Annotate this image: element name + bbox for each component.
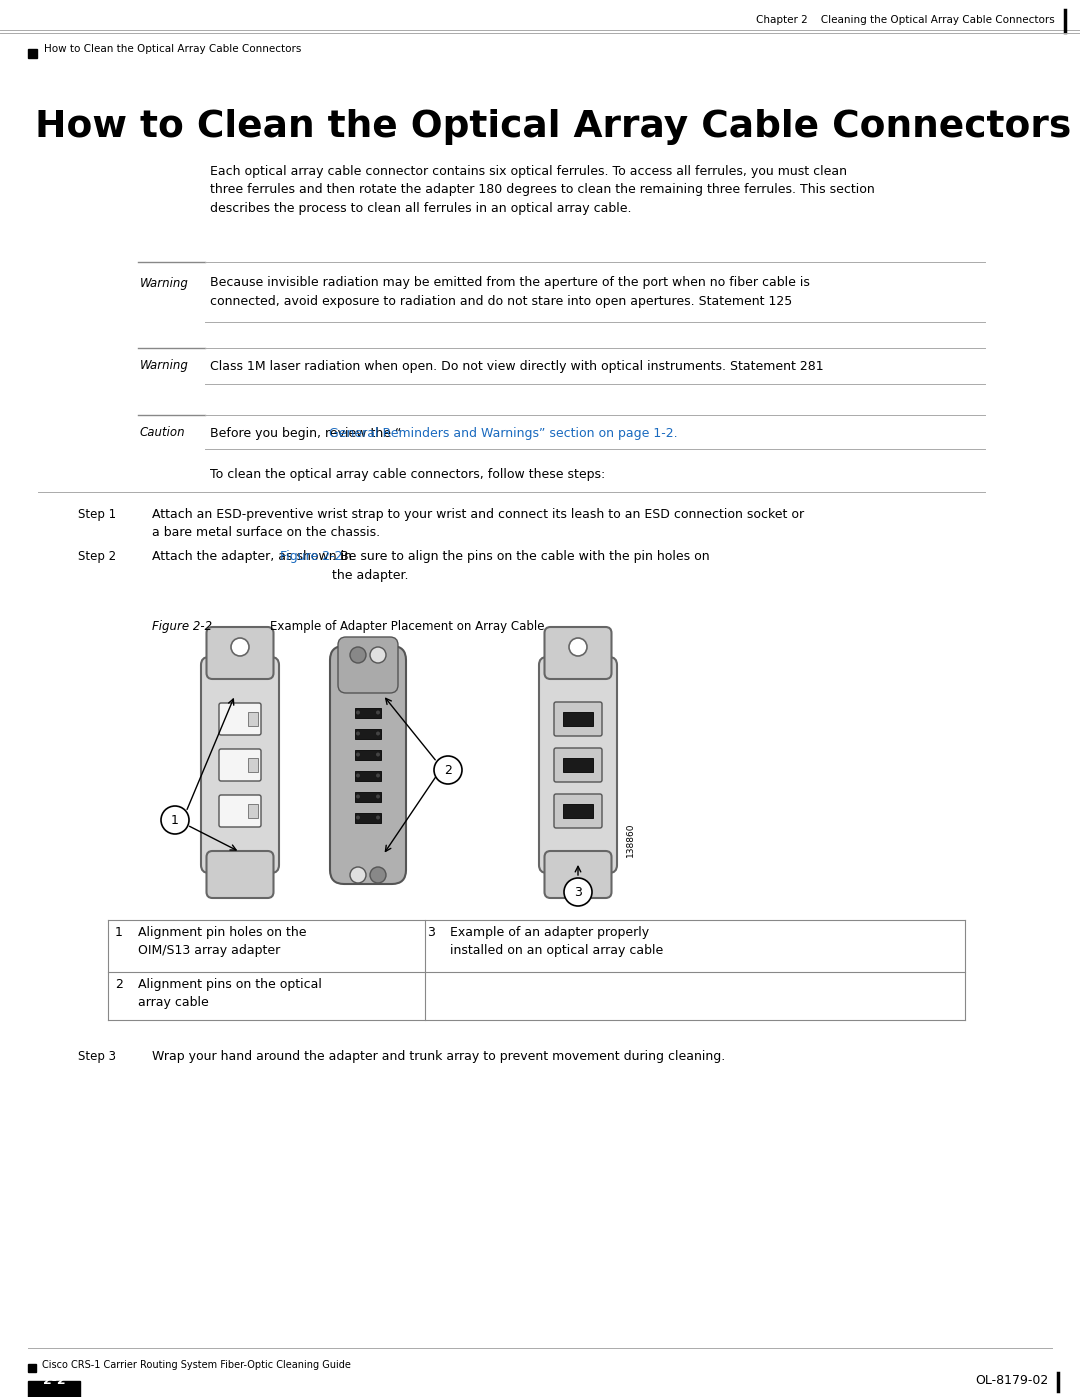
Text: Figure 2-2: Figure 2-2 bbox=[280, 550, 342, 563]
Text: Attach an ESD-preventive wrist strap to your wrist and connect its leash to an E: Attach an ESD-preventive wrist strap to … bbox=[152, 509, 805, 539]
Circle shape bbox=[376, 711, 380, 714]
Text: How to Clean the Optical Array Cable Connectors: How to Clean the Optical Array Cable Con… bbox=[44, 43, 301, 54]
Text: . Be sure to align the pins on the cable with the pin holes on
the adapter.: . Be sure to align the pins on the cable… bbox=[332, 550, 710, 581]
Circle shape bbox=[231, 638, 249, 657]
FancyBboxPatch shape bbox=[206, 851, 273, 898]
Text: Warning: Warning bbox=[140, 359, 189, 373]
Circle shape bbox=[356, 732, 360, 735]
Bar bbox=[248, 759, 258, 773]
Text: Step 2: Step 2 bbox=[78, 550, 117, 563]
FancyBboxPatch shape bbox=[201, 657, 279, 873]
Text: How to Clean the Optical Array Cable Connectors: How to Clean the Optical Array Cable Con… bbox=[35, 109, 1071, 145]
Circle shape bbox=[232, 868, 248, 883]
Bar bbox=[28, 1382, 80, 1397]
Circle shape bbox=[356, 774, 360, 778]
Circle shape bbox=[356, 711, 360, 714]
Text: To clean the optical array cable connectors, follow these steps:: To clean the optical array cable connect… bbox=[210, 468, 605, 481]
Circle shape bbox=[370, 868, 386, 883]
FancyBboxPatch shape bbox=[544, 851, 611, 898]
Text: Example of an adapter properly
installed on an optical array cable: Example of an adapter properly installed… bbox=[450, 926, 663, 957]
Text: 1: 1 bbox=[171, 813, 179, 827]
Text: General Reminders and Warnings” section on page 1-2.: General Reminders and Warnings” section … bbox=[329, 427, 677, 440]
Text: Cisco CRS-1 Carrier Routing System Fiber-Optic Cleaning Guide: Cisco CRS-1 Carrier Routing System Fiber… bbox=[42, 1361, 351, 1370]
Text: Example of Adapter Placement on Array Cable: Example of Adapter Placement on Array Ca… bbox=[270, 620, 544, 633]
Circle shape bbox=[376, 774, 380, 778]
Text: 2: 2 bbox=[444, 764, 451, 777]
FancyBboxPatch shape bbox=[539, 657, 617, 873]
Bar bbox=[248, 712, 258, 726]
Text: 3: 3 bbox=[427, 926, 435, 939]
FancyBboxPatch shape bbox=[206, 627, 273, 679]
Circle shape bbox=[376, 732, 380, 735]
Text: Class 1M laser radiation when open. Do not view directly with optical instrument: Class 1M laser radiation when open. Do n… bbox=[210, 360, 824, 373]
Text: Alignment pins on the optical
array cable: Alignment pins on the optical array cabl… bbox=[138, 978, 322, 1009]
Circle shape bbox=[569, 638, 588, 657]
Circle shape bbox=[161, 806, 189, 834]
Circle shape bbox=[564, 877, 592, 907]
Bar bbox=[355, 728, 381, 739]
Bar bbox=[28, 49, 37, 59]
Text: 2-2: 2-2 bbox=[43, 1375, 65, 1387]
Text: Attach the adapter, as shown in: Attach the adapter, as shown in bbox=[152, 550, 356, 563]
Circle shape bbox=[356, 816, 360, 820]
Bar bbox=[355, 813, 381, 823]
Text: 2: 2 bbox=[114, 978, 123, 990]
Text: Because invisible radiation may be emitted from the aperture of the port when no: Because invisible radiation may be emitt… bbox=[210, 277, 810, 307]
Text: 1: 1 bbox=[114, 926, 123, 939]
FancyBboxPatch shape bbox=[219, 703, 261, 735]
FancyBboxPatch shape bbox=[330, 645, 406, 884]
Circle shape bbox=[356, 795, 360, 799]
Circle shape bbox=[350, 868, 366, 883]
Text: Alignment pin holes on the
OIM/S13 array adapter: Alignment pin holes on the OIM/S13 array… bbox=[138, 926, 307, 957]
FancyBboxPatch shape bbox=[554, 747, 602, 782]
Text: Caution: Caution bbox=[140, 426, 186, 440]
FancyBboxPatch shape bbox=[554, 793, 602, 828]
FancyBboxPatch shape bbox=[338, 637, 399, 693]
Circle shape bbox=[376, 816, 380, 820]
Text: OL-8179-02: OL-8179-02 bbox=[975, 1375, 1048, 1387]
Text: Figure 2-2: Figure 2-2 bbox=[152, 620, 212, 633]
FancyBboxPatch shape bbox=[219, 749, 261, 781]
Text: Before you begin, review the “: Before you begin, review the “ bbox=[210, 427, 402, 440]
FancyBboxPatch shape bbox=[554, 703, 602, 736]
Text: Warning: Warning bbox=[140, 278, 189, 291]
Text: Step 3: Step 3 bbox=[78, 1051, 116, 1063]
Text: 138860: 138860 bbox=[625, 823, 635, 858]
Circle shape bbox=[370, 647, 386, 664]
Text: Wrap your hand around the adapter and trunk array to prevent movement during cle: Wrap your hand around the adapter and tr… bbox=[152, 1051, 726, 1063]
Text: Each optical array cable connector contains six optical ferrules. To access all : Each optical array cable connector conta… bbox=[210, 165, 875, 215]
Bar bbox=[355, 792, 381, 802]
Bar bbox=[355, 771, 381, 781]
FancyBboxPatch shape bbox=[219, 795, 261, 827]
Text: Step 1: Step 1 bbox=[78, 509, 117, 521]
Circle shape bbox=[350, 647, 366, 664]
Bar bbox=[355, 750, 381, 760]
FancyBboxPatch shape bbox=[544, 627, 611, 679]
Bar bbox=[563, 759, 593, 773]
Circle shape bbox=[570, 868, 586, 883]
Bar bbox=[248, 805, 258, 819]
Bar bbox=[28, 1363, 36, 1372]
Bar bbox=[563, 712, 593, 726]
Text: Chapter 2    Cleaning the Optical Array Cable Connectors: Chapter 2 Cleaning the Optical Array Cab… bbox=[756, 15, 1055, 25]
Bar bbox=[355, 707, 381, 718]
Circle shape bbox=[376, 753, 380, 757]
Circle shape bbox=[356, 753, 360, 757]
Text: 3: 3 bbox=[575, 886, 582, 898]
Bar bbox=[563, 805, 593, 819]
Circle shape bbox=[376, 795, 380, 799]
Circle shape bbox=[434, 756, 462, 784]
